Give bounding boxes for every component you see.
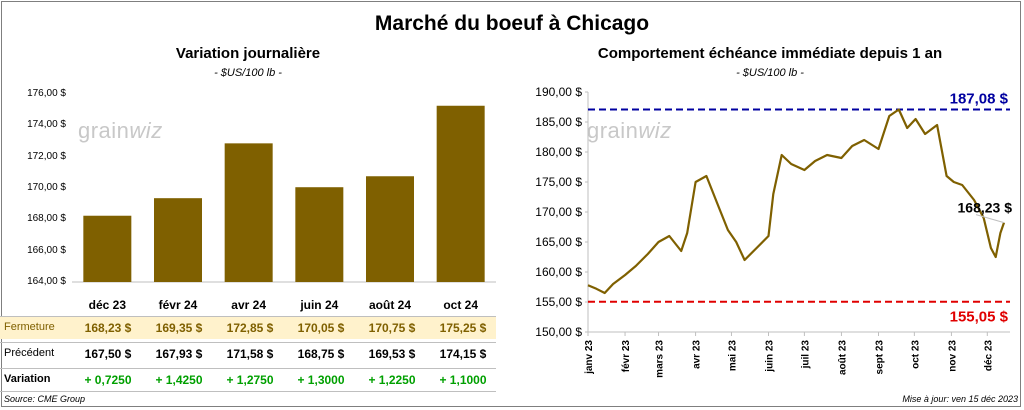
x-tick-label: mars 23 [655,340,666,378]
x-tick-label: févr 23 [621,340,632,373]
bar [295,187,344,282]
variation-cell: + 1,2250 [368,373,416,387]
y-tick-label: 150,00 $ [535,325,582,339]
y-tick-label: 190,00 $ [535,85,582,99]
fermeture-cell: 168,23 $ [84,321,132,335]
x-category-label: oct 24 [443,298,478,312]
y-tick-label: 165,00 $ [535,235,582,249]
y-tick-label: 185,00 $ [535,115,582,129]
y-tick-label: 176,00 $ [27,88,66,99]
bar [224,143,273,282]
variation-cell: + 0,7250 [84,373,132,387]
variation-cell: + 1,2750 [226,373,274,387]
precedent-cell: 174,15 $ [439,347,487,361]
grainwiz-watermark-left: grainwiz [78,118,163,143]
price-line [587,108,1006,295]
bar-chart [72,105,496,283]
x-tick-label: sept 23 [874,340,885,375]
left-chart-unit: - $US/100 lb - [214,67,282,79]
x-category-label: déc 23 [88,298,126,312]
x-category-label: avr 24 [231,298,266,312]
min-value-label: 155,05 $ [950,309,1009,326]
row-label-precedent: Précédent [4,347,55,359]
fermeture-cell: 175,25 $ [439,321,487,335]
fermeture-cell: 169,35 $ [155,321,203,335]
precedent-cell: 167,93 $ [155,347,203,361]
table-row-variation: Variation + 0,7250 + 1,4250 + 1,2750 + 1… [0,368,496,392]
y-tick-label: 164,00 $ [27,276,66,287]
x-tick-label: mai 23 [727,340,738,372]
x-tick-label: juin 23 [765,340,776,373]
bar [436,105,485,282]
table-row-fermeture: Fermeture 168,23 $ 169,35 $ 172,85 $ 170… [0,316,496,339]
y-tick-label: 172,00 $ [27,150,66,162]
x-category-label: août 24 [368,298,411,312]
source-note: Source: CME Group [4,394,86,404]
row-label-variation: Variation [4,373,51,385]
last-value-label: 168,23 $ [958,200,1013,216]
precedent-cell: 171,58 $ [226,347,274,361]
fermeture-cell: 172,85 $ [226,321,274,335]
precedent-cell: 169,53 $ [368,347,416,361]
last-value-leader [975,214,1005,224]
fermeture-cell: 170,05 $ [297,321,345,335]
right-chart-title: Comportement échéance immédiate depuis 1… [597,45,943,62]
table-row-precedent: Précédent 167,50 $ 167,93 $ 171,58 $ 168… [0,342,496,365]
grainwiz-watermark-right: grainwiz [587,118,672,143]
y-tick-label: 166,00 $ [27,244,66,256]
x-category-label: juin 24 [300,298,339,312]
precedent-cell: 168,75 $ [297,347,345,361]
x-tick-label: août 23 [837,340,848,375]
bar [366,176,414,282]
precedent-cell: 167,50 $ [84,347,132,361]
x-category-label: févr 24 [158,298,198,312]
bar [83,215,132,282]
x-tick-label: déc 23 [983,340,994,372]
bar [154,198,202,282]
y-tick-label: 160,00 $ [535,265,582,279]
x-tick-label: nov 23 [947,340,958,372]
y-tick-label: 155,00 $ [535,295,582,309]
variation-cell: + 1,3000 [297,373,345,387]
y-tick-label: 170,00 $ [535,205,582,219]
update-note: Mise à jour: ven 15 déc 2023 [902,394,1018,404]
max-value-label: 187,08 $ [950,91,1009,108]
y-tick-label: 170,00 $ [27,182,66,193]
x-tick-label: juil 23 [800,340,811,370]
row-label-fermeture: Fermeture [4,321,55,333]
x-tick-label: avr 23 [692,340,703,369]
y-tick-label: 180,00 $ [535,145,582,159]
x-tick-label: oct 23 [910,340,921,369]
variation-cell: + 1,1000 [439,373,487,387]
x-tick-label: janv 23 [584,340,595,375]
left-chart-title: Variation journalière [175,45,321,62]
main-title: Marché du boeuf à Chicago [374,12,650,35]
right-chart-unit: - $US/100 lb - [736,67,804,79]
y-tick-label: 168,00 $ [27,213,66,225]
variation-cell: + 1,4250 [155,373,203,387]
y-tick-label: 174,00 $ [27,119,66,131]
y-tick-label: 175,00 $ [535,175,582,189]
fermeture-cell: 170,75 $ [368,321,416,335]
